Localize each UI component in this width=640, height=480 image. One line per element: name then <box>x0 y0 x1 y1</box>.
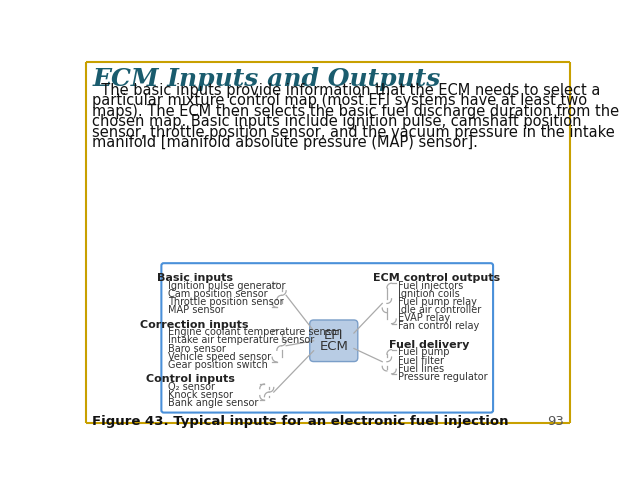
Text: Fuel injectors: Fuel injectors <box>397 281 463 291</box>
Text: ECM Inputs and Outputs: ECM Inputs and Outputs <box>92 67 441 91</box>
Text: Pressure regulator: Pressure regulator <box>397 372 488 382</box>
Text: Control inputs: Control inputs <box>147 374 236 384</box>
Text: Correction inputs: Correction inputs <box>140 320 249 330</box>
Text: Fuel delivery: Fuel delivery <box>388 339 469 349</box>
Text: sensor, throttle position sensor, and the vacuum pressure in the intake: sensor, throttle position sensor, and th… <box>92 125 615 140</box>
Text: manifold [manifold absolute pressure (MAP) sensor].: manifold [manifold absolute pressure (MA… <box>92 135 478 150</box>
FancyBboxPatch shape <box>310 320 358 361</box>
Text: Idle air controller: Idle air controller <box>397 305 481 315</box>
Text: Fuel pump relay: Fuel pump relay <box>397 297 477 307</box>
Text: Engine coolant temperature sensor: Engine coolant temperature sensor <box>168 327 340 337</box>
Text: MAP sensor: MAP sensor <box>168 305 224 315</box>
Text: Baro sensor: Baro sensor <box>168 344 225 354</box>
Text: chosen map. Basic inputs include ignition pulse, camshaft position: chosen map. Basic inputs include ignitio… <box>92 114 582 129</box>
Text: Gear position switch: Gear position switch <box>168 360 268 370</box>
Text: Bank angle sensor: Bank angle sensor <box>168 398 258 408</box>
Text: EVAP relay: EVAP relay <box>397 313 450 324</box>
Text: ECM control outputs: ECM control outputs <box>373 273 500 283</box>
Text: ECM: ECM <box>319 340 348 353</box>
Text: Basic inputs: Basic inputs <box>157 273 233 283</box>
Text: Fan control relay: Fan control relay <box>397 322 479 332</box>
Text: Throttle position sensor: Throttle position sensor <box>168 297 283 307</box>
Text: Cam position sensor: Cam position sensor <box>168 289 268 299</box>
Text: Figure 43. Typical inputs for an electronic fuel injection: Figure 43. Typical inputs for an electro… <box>92 415 509 428</box>
Text: EFI: EFI <box>324 329 344 342</box>
Text: Ignition pulse generator: Ignition pulse generator <box>168 281 285 291</box>
Text: Vehicle speed sensor: Vehicle speed sensor <box>168 352 271 361</box>
Text: The basic inputs provide information that the ECM needs to select a: The basic inputs provide information tha… <box>92 83 601 98</box>
Text: particular mixture control map (most EFI systems have at least two: particular mixture control map (most EFI… <box>92 94 588 108</box>
Text: maps). The ECM then selects the basic fuel discharge duration from the: maps). The ECM then selects the basic fu… <box>92 104 620 119</box>
Text: Fuel lines: Fuel lines <box>397 363 444 373</box>
Text: Intake air temperature sensor: Intake air temperature sensor <box>168 336 314 346</box>
Text: O₂ sensor: O₂ sensor <box>168 382 214 392</box>
Text: 93: 93 <box>547 415 564 428</box>
FancyBboxPatch shape <box>161 263 493 413</box>
Text: Fuel pump: Fuel pump <box>397 348 449 358</box>
Text: Knock sensor: Knock sensor <box>168 390 232 400</box>
Text: Fuel filter: Fuel filter <box>397 356 444 365</box>
Text: Ignition coils: Ignition coils <box>397 289 460 299</box>
